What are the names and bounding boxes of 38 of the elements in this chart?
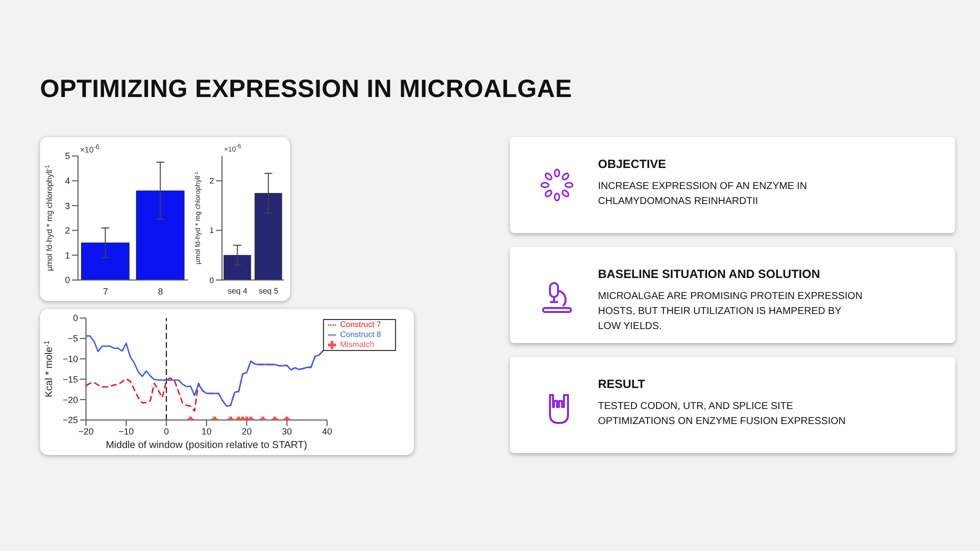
legend-label: Mismatch [340, 340, 374, 349]
x-tick-label: 30 [282, 426, 292, 436]
x-tick-label: 0 [164, 426, 169, 436]
y-tick-label: 0 [72, 313, 78, 324]
text: OPTIMIZING EXPRESSION IN MICROALGAE [40, 75, 572, 104]
y-tick-label: −10 [62, 354, 78, 364]
x-tick-label: seq 5 [258, 286, 279, 296]
legend-label: Construct 8 [340, 330, 381, 339]
x-tick-label: 8 [158, 286, 164, 296]
y-tick-label: 2 [64, 226, 70, 236]
text: RESULT [598, 377, 646, 391]
y-tick-label: 2 [210, 176, 215, 186]
legend-label: Construct 7 [340, 320, 381, 329]
text: TESTED CODON, UTR, AND SPLICE SITE OPTIMIZATIONS ON ENZYME FUSION EXPRESSION [598, 400, 847, 429]
y-tick-label: 3 [64, 200, 70, 211]
x-tick-label: −10 [118, 426, 134, 436]
y-tick-label: 4 [64, 176, 70, 186]
x-tick-label: 20 [242, 426, 252, 436]
y-tick-label: 0 [210, 276, 215, 285]
x-tick-label: 7 [102, 286, 108, 296]
y-tick-label: −20 [62, 394, 78, 405]
x-tick-label: 10 [202, 426, 212, 436]
y-tick-label: 5 [64, 151, 70, 162]
x-tick-label: seq 4 [228, 286, 248, 296]
text: INCREASE EXPRESSION OF AN ENZYME IN CHLAMYDOMONAS REINHARDTII [598, 180, 808, 209]
y-tick-label: 0 [64, 275, 70, 286]
x-tick-label: −20 [78, 426, 94, 436]
y-tick-label: 1 [64, 250, 70, 260]
y-tick-label: −25 [62, 415, 78, 426]
x-tick-label: 40 [322, 426, 332, 436]
x-axis-title: Middle of window (position relative to START) [106, 440, 308, 451]
text: ×10$^{-6}$ [80, 144, 100, 155]
text: OBJECTIVE [598, 157, 666, 171]
text: MICROALGAE ARE PROMISING PROTEIN EXPRESSION HOSTS, BUT THEIR UTILIZATION IS HAMPERED BY LOW YIELDS. [598, 290, 863, 334]
y-tick-label: −15 [62, 374, 78, 384]
text: BASELINE SITUATION AND SOLUTION [598, 267, 820, 281]
y-tick-label: −5 [68, 334, 78, 344]
y-tick-label: 1 [210, 226, 215, 236]
